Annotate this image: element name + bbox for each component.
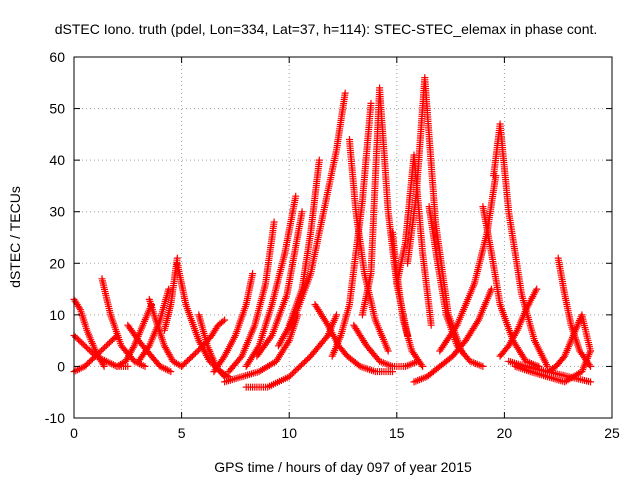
data-series-markers: [425, 203, 487, 370]
data-series-markers: [543, 311, 594, 376]
data-series-markers: [113, 301, 155, 370]
data-series-markers: [253, 208, 306, 360]
data-series-markers: [221, 311, 302, 386]
data-series-markers: [210, 270, 257, 376]
x-tick-label: 25: [604, 425, 620, 441]
data-series-markers: [410, 285, 495, 386]
y-tick-label: 20: [49, 255, 65, 271]
data-series-markers: [124, 321, 175, 376]
chart-title: dSTEC Iono. truth (pdel, Lon=334, Lat=37…: [55, 21, 598, 37]
y-tick-label: -10: [45, 410, 65, 426]
x-tick-label: 0: [70, 425, 78, 441]
data-series-markers: [350, 321, 422, 370]
data-series-markers: [490, 120, 551, 370]
data-markers: [70, 74, 594, 391]
y-tick-label: 50: [49, 101, 65, 117]
data-series-markers: [242, 311, 340, 391]
y-tick-label: 40: [49, 152, 65, 168]
x-tick-label: 15: [389, 425, 405, 441]
data-series-markers: [145, 295, 186, 370]
y-axis-label: dSTEC / TECUs: [7, 186, 23, 288]
data-series-markers: [160, 254, 181, 334]
x-tick-label: 5: [178, 425, 186, 441]
plot-frame: [73, 56, 613, 419]
x-tick-label: 10: [281, 425, 297, 441]
data-series-markers: [285, 156, 323, 329]
axis-ticks: 0 5 10 15 20 25 -10 0 10 20 30 40 50 60: [45, 49, 620, 441]
y-tick-label: 10: [49, 307, 65, 323]
x-tick-label: 20: [497, 425, 513, 441]
data-series-markers: [496, 285, 541, 360]
data-series-markers: [311, 301, 396, 376]
data-series-markers: [225, 218, 278, 376]
y-tick-label: 60: [49, 49, 65, 65]
y-tick-label: 30: [49, 204, 65, 220]
x-axis-label: GPS time / hours of day 097 of year 2015: [214, 459, 472, 475]
y-tick-label: 0: [57, 358, 65, 374]
gridlines: [74, 57, 612, 418]
data-series-markers: [242, 192, 300, 370]
